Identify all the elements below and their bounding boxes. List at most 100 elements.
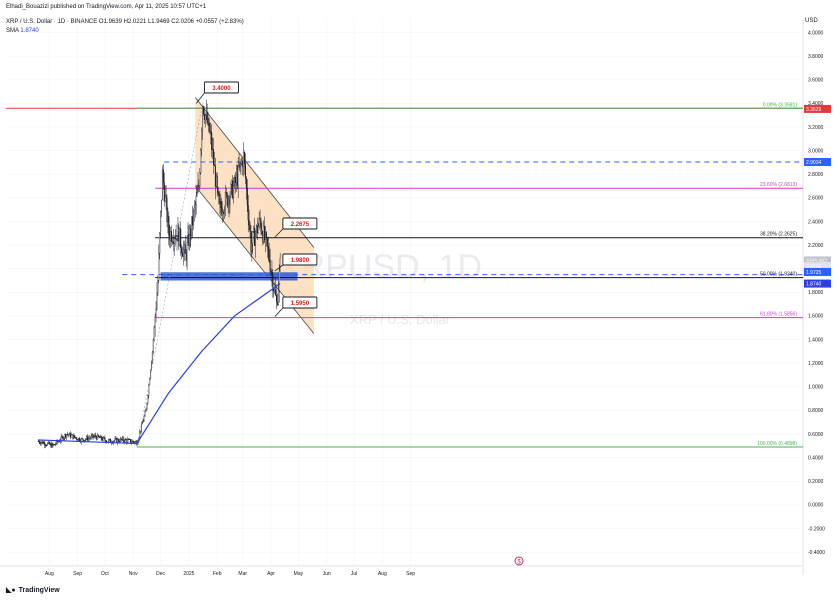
x-tick-label: May (294, 571, 304, 577)
candle-body (164, 195, 166, 202)
candle-body (65, 434, 67, 438)
candle-body (235, 174, 237, 184)
candle-body (252, 231, 254, 244)
candle-body (116, 438, 118, 443)
candle-body (132, 440, 134, 443)
x-tick-label: Apr (267, 571, 275, 577)
annotation-callout: 1.9800 (274, 253, 318, 272)
annotation-callout: 1.5950 (274, 296, 318, 317)
candle-body (143, 416, 145, 422)
candle-body (187, 233, 189, 243)
candle-body (119, 441, 121, 443)
candle-body (101, 438, 103, 441)
candle-body (89, 437, 91, 439)
annotation-callout: 3.4000 (196, 81, 239, 104)
candle-body (208, 118, 210, 132)
candle-body (211, 132, 213, 150)
candle-body (202, 106, 204, 132)
candle-body (95, 435, 97, 438)
price-tag-text: 1.8740 (806, 282, 822, 288)
y-tick-label: 1.4000 (808, 337, 824, 343)
sma-legend[interactable]: SMA 1.8740 (6, 28, 39, 34)
candle-body (251, 243, 253, 253)
candle-body (46, 445, 48, 447)
footer-brand[interactable]: ◣● TradingView (6, 586, 60, 595)
candle-body (263, 225, 265, 243)
candle-body (193, 206, 195, 212)
candle-body (103, 437, 105, 439)
candle-body (74, 435, 76, 438)
candle-body (94, 435, 96, 437)
candle-body (63, 437, 65, 440)
candle-body (117, 439, 119, 443)
candle-body (185, 253, 187, 261)
annotation-box (203, 81, 239, 94)
fib-level-label: 50.00% (1.9240) (760, 272, 797, 278)
candle-body (234, 177, 236, 184)
candle-body (278, 270, 280, 291)
candle-body (191, 216, 193, 236)
y-tick-label: 1.8000 (808, 290, 824, 296)
candle-body (253, 227, 255, 232)
annotation-pointer (274, 228, 284, 238)
symbol-line[interactable]: XRP / U.S. Dollar · 1D · BINANCE O1.9639… (6, 19, 244, 25)
price-tag: 1.9725 (804, 267, 831, 276)
candle-body (161, 169, 163, 201)
candle-body (204, 114, 206, 120)
candle-body (121, 437, 123, 440)
candle-body (180, 228, 182, 248)
candle-body (123, 440, 125, 443)
candle-body (192, 216, 194, 226)
candle-body (67, 434, 69, 436)
price-tag: 1.8740 (804, 279, 831, 288)
candle-body (224, 191, 226, 210)
svg-text:$: $ (517, 560, 521, 566)
candle-body (247, 204, 249, 221)
y-tick-label: 3.4000 (808, 101, 824, 107)
candle-body (277, 290, 279, 305)
candle-body (70, 434, 72, 438)
candle-body (203, 113, 205, 120)
candle-body (258, 218, 260, 227)
price-tag-text: 2.9034 (806, 160, 822, 166)
candle-body (42, 441, 44, 445)
currency-label[interactable]: USD (805, 18, 818, 24)
candle-body (49, 443, 51, 445)
time-axis[interactable]: Aug Sep Oct Nov Dec 2025 Feb Mar Apr May Jun Jul Aug… (45, 571, 415, 577)
candle-body (44, 442, 46, 446)
candle-body (88, 437, 90, 439)
fib-levels: 0.00% (3.3581) 23.60% (2.6813) 38.20% (2.2… (6, 102, 803, 448)
candle-body (223, 211, 225, 214)
candle-body (158, 253, 160, 281)
candle-body (152, 339, 154, 352)
tradingview-logo-icon: ◣● (6, 587, 16, 594)
y-tick-label: 1.6000 (808, 314, 824, 320)
candle-body (81, 438, 83, 440)
candle-body (237, 165, 239, 186)
y-tick-label: 0.4000 (808, 455, 824, 461)
annotation-pointer (274, 307, 284, 317)
price-axis[interactable]: 4.0000 3.8000 3.6000 3.4000 3.2000 3.0000 2.80… (808, 30, 825, 556)
candle-body (262, 233, 264, 243)
annotation-text: 2.2675 (291, 222, 310, 228)
candle-body (62, 436, 64, 440)
candle-body (126, 439, 128, 443)
candle-body (128, 439, 130, 441)
candle-body (201, 130, 203, 151)
candle-body (148, 384, 150, 396)
candle-body (259, 218, 261, 221)
event-icon[interactable]: $ (514, 556, 524, 566)
fib-level-label: 23.60% (2.6813) (760, 182, 797, 188)
candle-body (265, 232, 267, 238)
candle-body (184, 244, 186, 254)
candle-body (129, 439, 131, 441)
x-tick-label: Nov (129, 571, 138, 577)
y-tick-label: 0.0000 (808, 503, 824, 509)
candle-body (269, 259, 271, 272)
candle-body (195, 195, 197, 206)
candle-body (93, 436, 95, 438)
candle-body (181, 247, 183, 254)
candle-body (216, 175, 218, 189)
candle-body (43, 442, 45, 445)
